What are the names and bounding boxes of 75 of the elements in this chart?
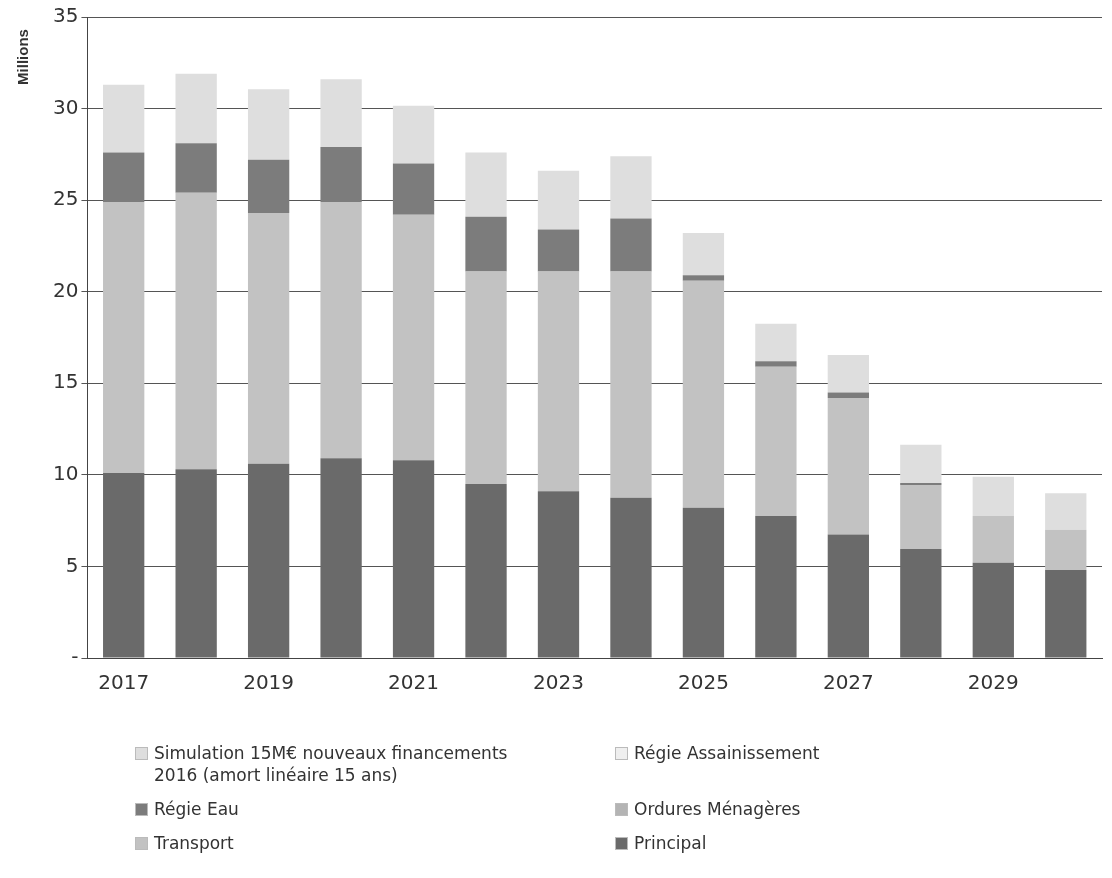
bar xyxy=(465,484,507,658)
bar xyxy=(247,463,290,658)
bar xyxy=(827,354,870,393)
bar xyxy=(465,152,507,217)
bar xyxy=(827,534,870,658)
bar xyxy=(537,170,580,230)
bar xyxy=(247,212,290,464)
bar xyxy=(1045,493,1087,530)
bar xyxy=(392,214,435,461)
bar xyxy=(900,444,942,484)
bar xyxy=(175,73,217,144)
legend-label: Principal xyxy=(634,832,707,854)
x-tick-label: 2019 xyxy=(243,670,295,695)
x-tick-label: 2017 xyxy=(98,670,150,695)
y-tick-label: 15 xyxy=(53,369,79,394)
bar xyxy=(247,89,290,160)
bar xyxy=(972,562,1014,658)
x-tick-label: 2029 xyxy=(967,670,1019,695)
bar xyxy=(537,491,580,658)
bar xyxy=(103,152,145,202)
bar xyxy=(103,473,145,658)
bar xyxy=(103,201,145,474)
y-tick-label: 25 xyxy=(53,186,79,211)
bar xyxy=(755,361,797,367)
bar xyxy=(175,143,217,193)
y-tick-label: 5 xyxy=(65,552,79,577)
y-tick-label: 20 xyxy=(53,277,79,302)
x-tick-label: 2021 xyxy=(388,670,440,695)
bar xyxy=(1045,570,1087,658)
bar xyxy=(682,275,725,281)
x-tick-label: 2025 xyxy=(677,670,729,695)
bar xyxy=(682,507,725,658)
bar xyxy=(247,159,290,213)
bar xyxy=(465,216,507,272)
y-axis-title: Millions xyxy=(14,29,32,85)
bar xyxy=(320,79,362,148)
y-tick-label: - xyxy=(71,644,79,669)
bar xyxy=(1045,529,1087,571)
bar xyxy=(103,84,145,153)
legend-label: Simulation 15M€ nouveaux financements 2016 (amort linéaire 15 ans) xyxy=(154,742,509,786)
bar xyxy=(537,271,580,492)
bar xyxy=(755,323,797,362)
bar xyxy=(972,516,1014,563)
bar xyxy=(320,147,362,202)
bar xyxy=(175,192,217,470)
bar xyxy=(392,105,435,164)
bar xyxy=(610,218,652,272)
bar xyxy=(537,229,580,272)
x-tick-label: 2027 xyxy=(822,670,874,695)
legend-label: Régie Assainissement xyxy=(634,742,820,764)
bar xyxy=(175,469,217,658)
legend-label: Régie Eau xyxy=(154,798,239,820)
x-tick-label: 2023 xyxy=(533,670,584,695)
y-tick-label: 35 xyxy=(53,3,79,28)
bar xyxy=(900,549,942,658)
bar xyxy=(827,397,870,535)
legend-label: Transport xyxy=(154,832,234,854)
bar xyxy=(465,271,507,485)
bar xyxy=(320,458,362,658)
bar xyxy=(610,497,652,658)
bar xyxy=(972,476,1014,517)
bar xyxy=(827,392,870,398)
y-tick-label: 10 xyxy=(53,461,79,486)
bar xyxy=(755,516,797,658)
legend-label: Ordures Ménagères xyxy=(634,798,801,820)
bar xyxy=(392,460,435,658)
bar xyxy=(320,201,362,459)
bar xyxy=(900,484,942,550)
bar xyxy=(392,163,435,215)
bar xyxy=(682,280,725,508)
bar xyxy=(682,233,725,276)
bar xyxy=(610,156,652,219)
bar xyxy=(610,271,652,498)
y-tick-label: 30 xyxy=(53,94,79,119)
bar xyxy=(755,366,797,517)
